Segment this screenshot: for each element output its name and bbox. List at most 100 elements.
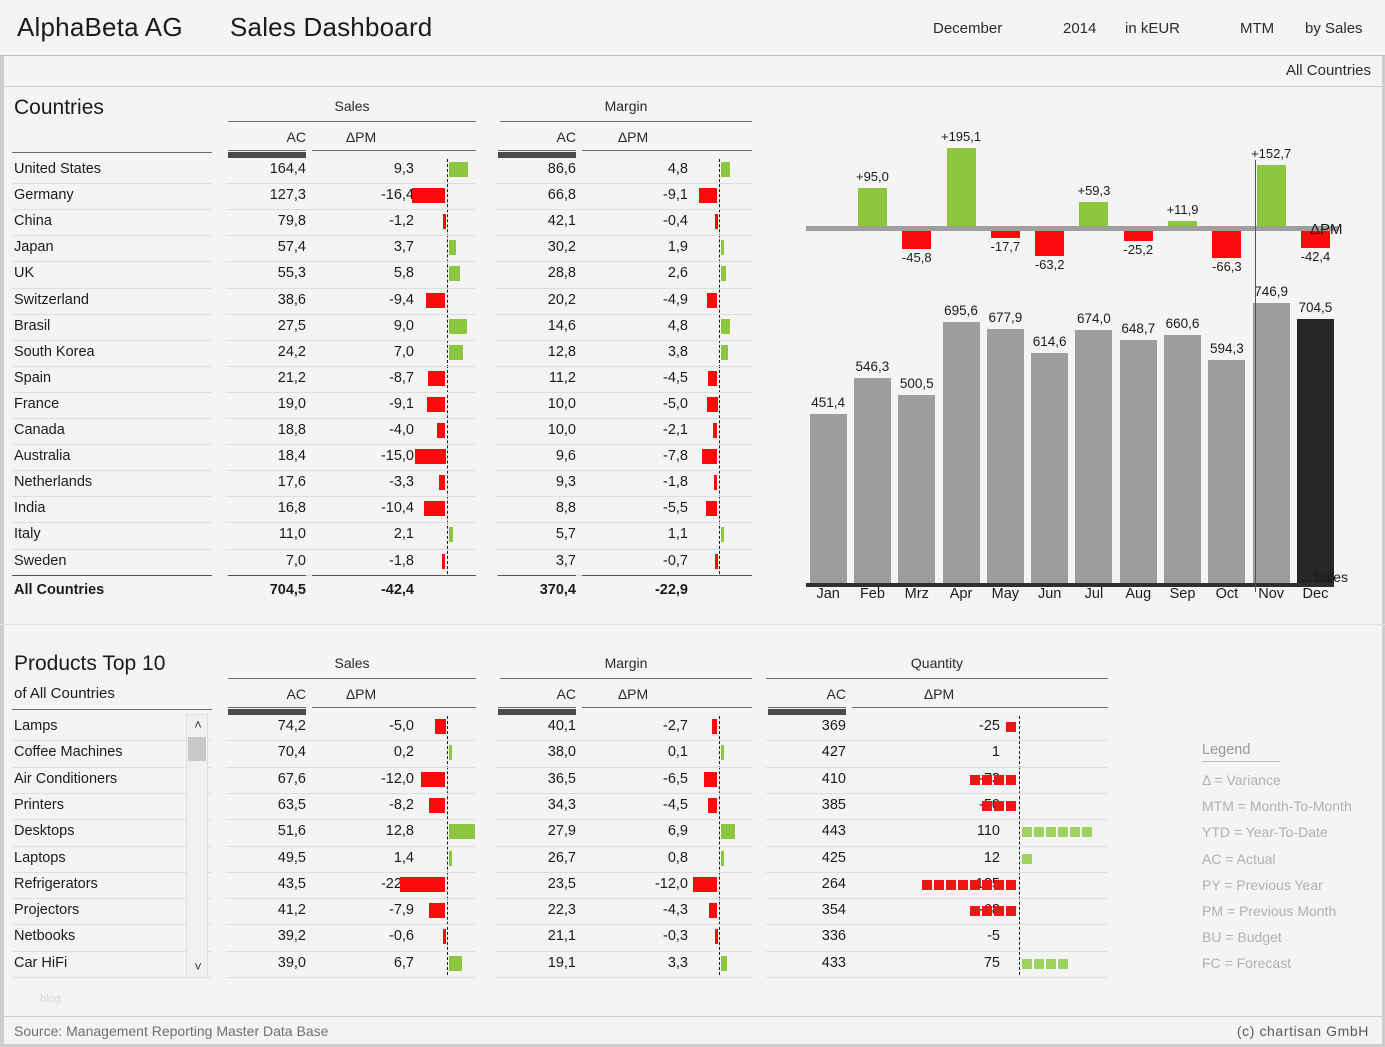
value-ac: 27,5	[277, 317, 306, 334]
variance-segment	[1022, 853, 1032, 864]
table-row[interactable]	[0, 262, 1385, 288]
sales-bar-label: 660,6	[1165, 316, 1200, 332]
value-dpm: 3,3	[667, 954, 688, 971]
header-year[interactable]: 2014	[1063, 20, 1097, 37]
value-ac: 9,3	[555, 474, 576, 491]
total-dpm: -22,9	[654, 581, 688, 598]
row-divider	[766, 924, 1108, 926]
frame-edge-right	[1382, 0, 1385, 1047]
row-divider	[496, 496, 752, 498]
row-divider	[12, 444, 212, 446]
header-sort-mode[interactable]: by Sales	[1305, 20, 1363, 37]
value-ac: 264	[821, 875, 846, 892]
legend-item-7: FC = Forecast	[1202, 955, 1292, 972]
value-ac: 43,5	[277, 875, 306, 892]
sales-bar	[1208, 360, 1246, 583]
scroll-down-icon[interactable]: ˅	[194, 959, 202, 974]
sales-bar	[1252, 302, 1290, 583]
variance-bar	[414, 449, 446, 465]
variance-segment	[1070, 827, 1080, 838]
variance-segment	[1046, 827, 1056, 838]
row-divider	[496, 287, 752, 289]
colhead-dpm-1: ΔPM	[617, 129, 649, 145]
value-dpm: -5,0	[663, 395, 688, 412]
source-note: Source: Management Reporting Master Data…	[14, 1023, 329, 1039]
variance-segment	[994, 906, 1004, 917]
country-name: UK	[14, 265, 35, 282]
value-ac: 36,5	[547, 770, 576, 787]
variance-bar	[438, 475, 446, 491]
value-ac: 39,2	[277, 928, 306, 945]
value-ac: 26,7	[547, 849, 576, 866]
row-divider	[226, 183, 476, 185]
row-divider	[496, 845, 752, 847]
sales-bar-label: 677,9	[988, 309, 1023, 325]
scroll-up-icon[interactable]: ˄	[194, 717, 202, 732]
variance-segment	[994, 800, 1004, 811]
total-ac: 370,4	[539, 581, 576, 598]
legend-item-0: Δ = Variance	[1202, 772, 1281, 788]
product-name: Laptops	[14, 849, 66, 866]
value-dpm: 7,0	[393, 343, 414, 360]
variance-bar	[427, 370, 446, 386]
value-ac: 3,7	[555, 552, 576, 569]
value-dpm: -2,1	[663, 422, 688, 438]
variance-bar	[720, 955, 728, 971]
value-ac: 19,0	[277, 395, 306, 412]
row-divider	[496, 339, 752, 341]
dashboard-header: AlphaBeta AG Sales Dashboard December 20…	[0, 0, 1385, 56]
variance-bar	[1212, 231, 1242, 258]
group-rule-1	[500, 121, 752, 122]
value-dpm: 5,8	[393, 265, 414, 282]
colhead-ac-1: AC	[556, 129, 576, 145]
header-month[interactable]: December	[933, 20, 1003, 37]
ac-indicator-bar-0	[228, 709, 306, 715]
colhead-ac-0: AC	[286, 129, 306, 145]
variance-bar-label: +59,3	[1077, 183, 1111, 199]
row-divider	[12, 418, 212, 419]
row-divider	[226, 418, 476, 419]
value-dpm: -8,2	[389, 796, 414, 813]
value-dpm: -0,6	[389, 928, 414, 945]
company-name: AlphaBeta AG	[17, 12, 183, 42]
value-ac: 410	[821, 770, 846, 787]
value-ac: 354	[821, 902, 846, 919]
table-row[interactable]	[0, 158, 1385, 184]
row-divider	[226, 496, 476, 498]
country-name: Japan	[14, 239, 54, 256]
row-divider	[12, 365, 212, 367]
variance-bar	[692, 876, 718, 892]
product-name: Desktops	[14, 823, 75, 840]
value-ac: 86,6	[547, 161, 576, 177]
value-ac: 79,8	[277, 213, 306, 230]
row-divider	[12, 287, 212, 289]
variance-bar	[701, 449, 718, 465]
variance-segment	[922, 879, 932, 890]
variance-segment	[1034, 958, 1044, 969]
table-row[interactable]	[0, 289, 1385, 315]
row-divider	[12, 740, 212, 742]
product-name: Coffee Machines	[14, 744, 123, 761]
variance-bar	[426, 396, 446, 412]
products-scrollbar[interactable]: ˄ ˅	[186, 714, 208, 978]
variance-bar	[448, 850, 452, 866]
value-dpm: -4,5	[663, 796, 688, 813]
scrollbar-thumb[interactable]	[188, 737, 206, 761]
sales-bar	[986, 328, 1024, 583]
legend-rule	[1202, 761, 1280, 762]
variance-bar	[698, 188, 718, 204]
sales-bar	[1296, 318, 1334, 583]
total-label: All Countries	[14, 581, 105, 598]
legend-item-1: MTM = Month-To-Month	[1202, 798, 1352, 815]
colhead-ac-0: AC	[286, 686, 306, 702]
value-dpm: -9,4	[389, 291, 414, 308]
variance-bar-label: -45,8	[901, 250, 932, 266]
variance-bar	[707, 292, 718, 308]
row-divider	[12, 548, 212, 550]
variance-bar-label: -66,3	[1212, 258, 1242, 274]
header-period-mode[interactable]: MTM	[1240, 20, 1275, 37]
row-divider	[766, 819, 1108, 821]
variance-bar	[714, 929, 718, 945]
variance-bar	[708, 797, 718, 813]
row-divider	[496, 365, 752, 367]
